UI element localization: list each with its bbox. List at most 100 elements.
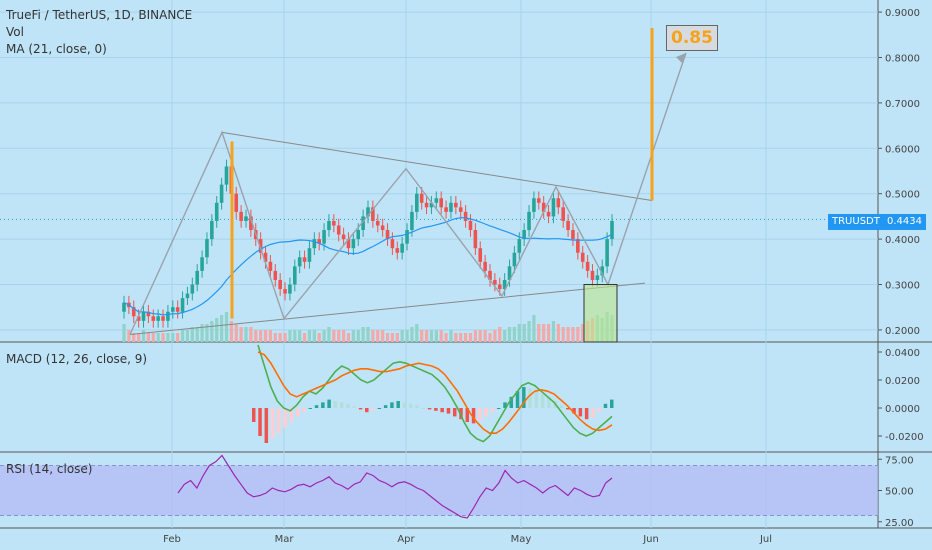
macd-histogram-bar xyxy=(603,403,608,408)
candle-body xyxy=(400,243,404,253)
macd-histogram-bar xyxy=(396,401,400,408)
time-tick-label: Jul xyxy=(759,534,772,545)
volume-bar xyxy=(381,330,385,342)
candle-body xyxy=(322,230,326,244)
breakout-highlight-box xyxy=(583,284,618,343)
volume-bar xyxy=(141,330,146,342)
candle-body xyxy=(356,230,361,240)
volume-bar xyxy=(244,327,248,342)
volume-bar xyxy=(156,333,160,342)
candle-body xyxy=(424,202,429,208)
macd-histogram-bar xyxy=(283,408,287,428)
candle-body xyxy=(375,220,380,226)
volume-bar xyxy=(542,324,546,342)
candle-body xyxy=(483,261,487,271)
volume-bar xyxy=(415,324,419,342)
macd-histogram-bar xyxy=(478,408,482,421)
candle-body xyxy=(351,239,356,249)
candle-body xyxy=(141,311,146,321)
price-tag-symbol: TRUUSDT xyxy=(832,216,880,227)
volume-bar xyxy=(556,324,560,342)
macd-tick-label: 0.0400 xyxy=(885,348,920,359)
macd-histogram-bar xyxy=(597,408,601,413)
macd-tick-label: 0.0000 xyxy=(885,404,920,415)
rsi-tick-label: 25.00 xyxy=(885,518,914,529)
candle-body xyxy=(210,220,214,240)
volume-bar xyxy=(561,327,565,342)
candle-body xyxy=(385,230,390,240)
volume-bar xyxy=(146,333,150,342)
volume-bar xyxy=(317,333,321,342)
candle-body xyxy=(410,211,414,231)
candle-body xyxy=(463,211,468,221)
candle-body xyxy=(551,198,556,217)
volume-bar xyxy=(410,327,414,342)
candle-body xyxy=(200,257,204,271)
macd-histogram-bar xyxy=(515,391,520,408)
candle-body xyxy=(361,216,365,231)
rsi-label: RSI (14, close) xyxy=(6,462,93,476)
volume-bar xyxy=(473,330,477,342)
volume-bar xyxy=(342,330,346,342)
candle-body xyxy=(288,284,292,294)
vol-label: Vol xyxy=(6,25,24,39)
volume-bar xyxy=(356,330,360,342)
volume-bar xyxy=(400,330,404,342)
macd-histogram-bar xyxy=(339,402,344,408)
volume-bar xyxy=(420,330,424,342)
candle-body xyxy=(151,316,156,321)
volume-bar xyxy=(459,333,463,342)
volume-bar xyxy=(283,333,287,342)
price-tick-label: 0.2000 xyxy=(885,326,920,337)
target-box: 0.85 xyxy=(666,25,718,51)
macd-histogram-bar xyxy=(371,408,375,411)
volume-bar xyxy=(581,324,585,342)
candle-body xyxy=(454,202,458,208)
volume-bar xyxy=(439,330,443,342)
candle-body xyxy=(273,270,278,280)
candle-body xyxy=(366,207,370,217)
volume-bar xyxy=(503,330,507,342)
candle-body xyxy=(122,302,126,312)
macd-histogram-bar xyxy=(540,394,545,408)
price-tag-value: 0.4434 xyxy=(887,216,922,227)
price-tick-label: 0.9000 xyxy=(885,8,920,19)
triangle-upper-line xyxy=(221,131,653,202)
candle-body xyxy=(219,184,224,203)
candle-body xyxy=(605,239,609,267)
candle-body xyxy=(493,279,497,285)
macd-histogram-bar xyxy=(383,405,388,408)
macd-histogram-bar xyxy=(258,408,262,436)
projection-arrow-head xyxy=(676,52,686,63)
candle-body xyxy=(580,252,585,262)
macd-histogram-bar xyxy=(289,408,294,422)
candle-body xyxy=(185,293,190,299)
candle-body xyxy=(419,193,424,203)
candle-body xyxy=(234,193,239,212)
candle-body xyxy=(507,266,512,280)
candle-body xyxy=(556,198,561,208)
candle-body xyxy=(444,207,448,212)
volume-bar xyxy=(571,327,575,342)
rsi-tick-label: 75.00 xyxy=(885,455,914,466)
volume-bar xyxy=(327,327,331,342)
volume-bar xyxy=(273,333,277,342)
candle-body xyxy=(263,252,268,262)
macd-histogram-bar xyxy=(459,408,463,420)
candle-body xyxy=(336,225,341,235)
volume-bar xyxy=(449,330,453,342)
volume-bar xyxy=(517,324,521,342)
macd-histogram-bar xyxy=(572,408,576,414)
candle-body xyxy=(585,261,590,271)
volume-bar xyxy=(522,324,526,342)
volume-bar xyxy=(566,327,570,342)
candle-body xyxy=(561,207,565,221)
macd-histogram-bar xyxy=(522,387,526,408)
price-tick-label: 0.4000 xyxy=(885,235,920,246)
candle-body xyxy=(478,248,483,262)
price-tag: TRUUSDT 0.4434 xyxy=(828,214,926,230)
volume-bar xyxy=(395,333,399,342)
volume-bar xyxy=(322,330,326,342)
candle-body xyxy=(317,239,321,244)
